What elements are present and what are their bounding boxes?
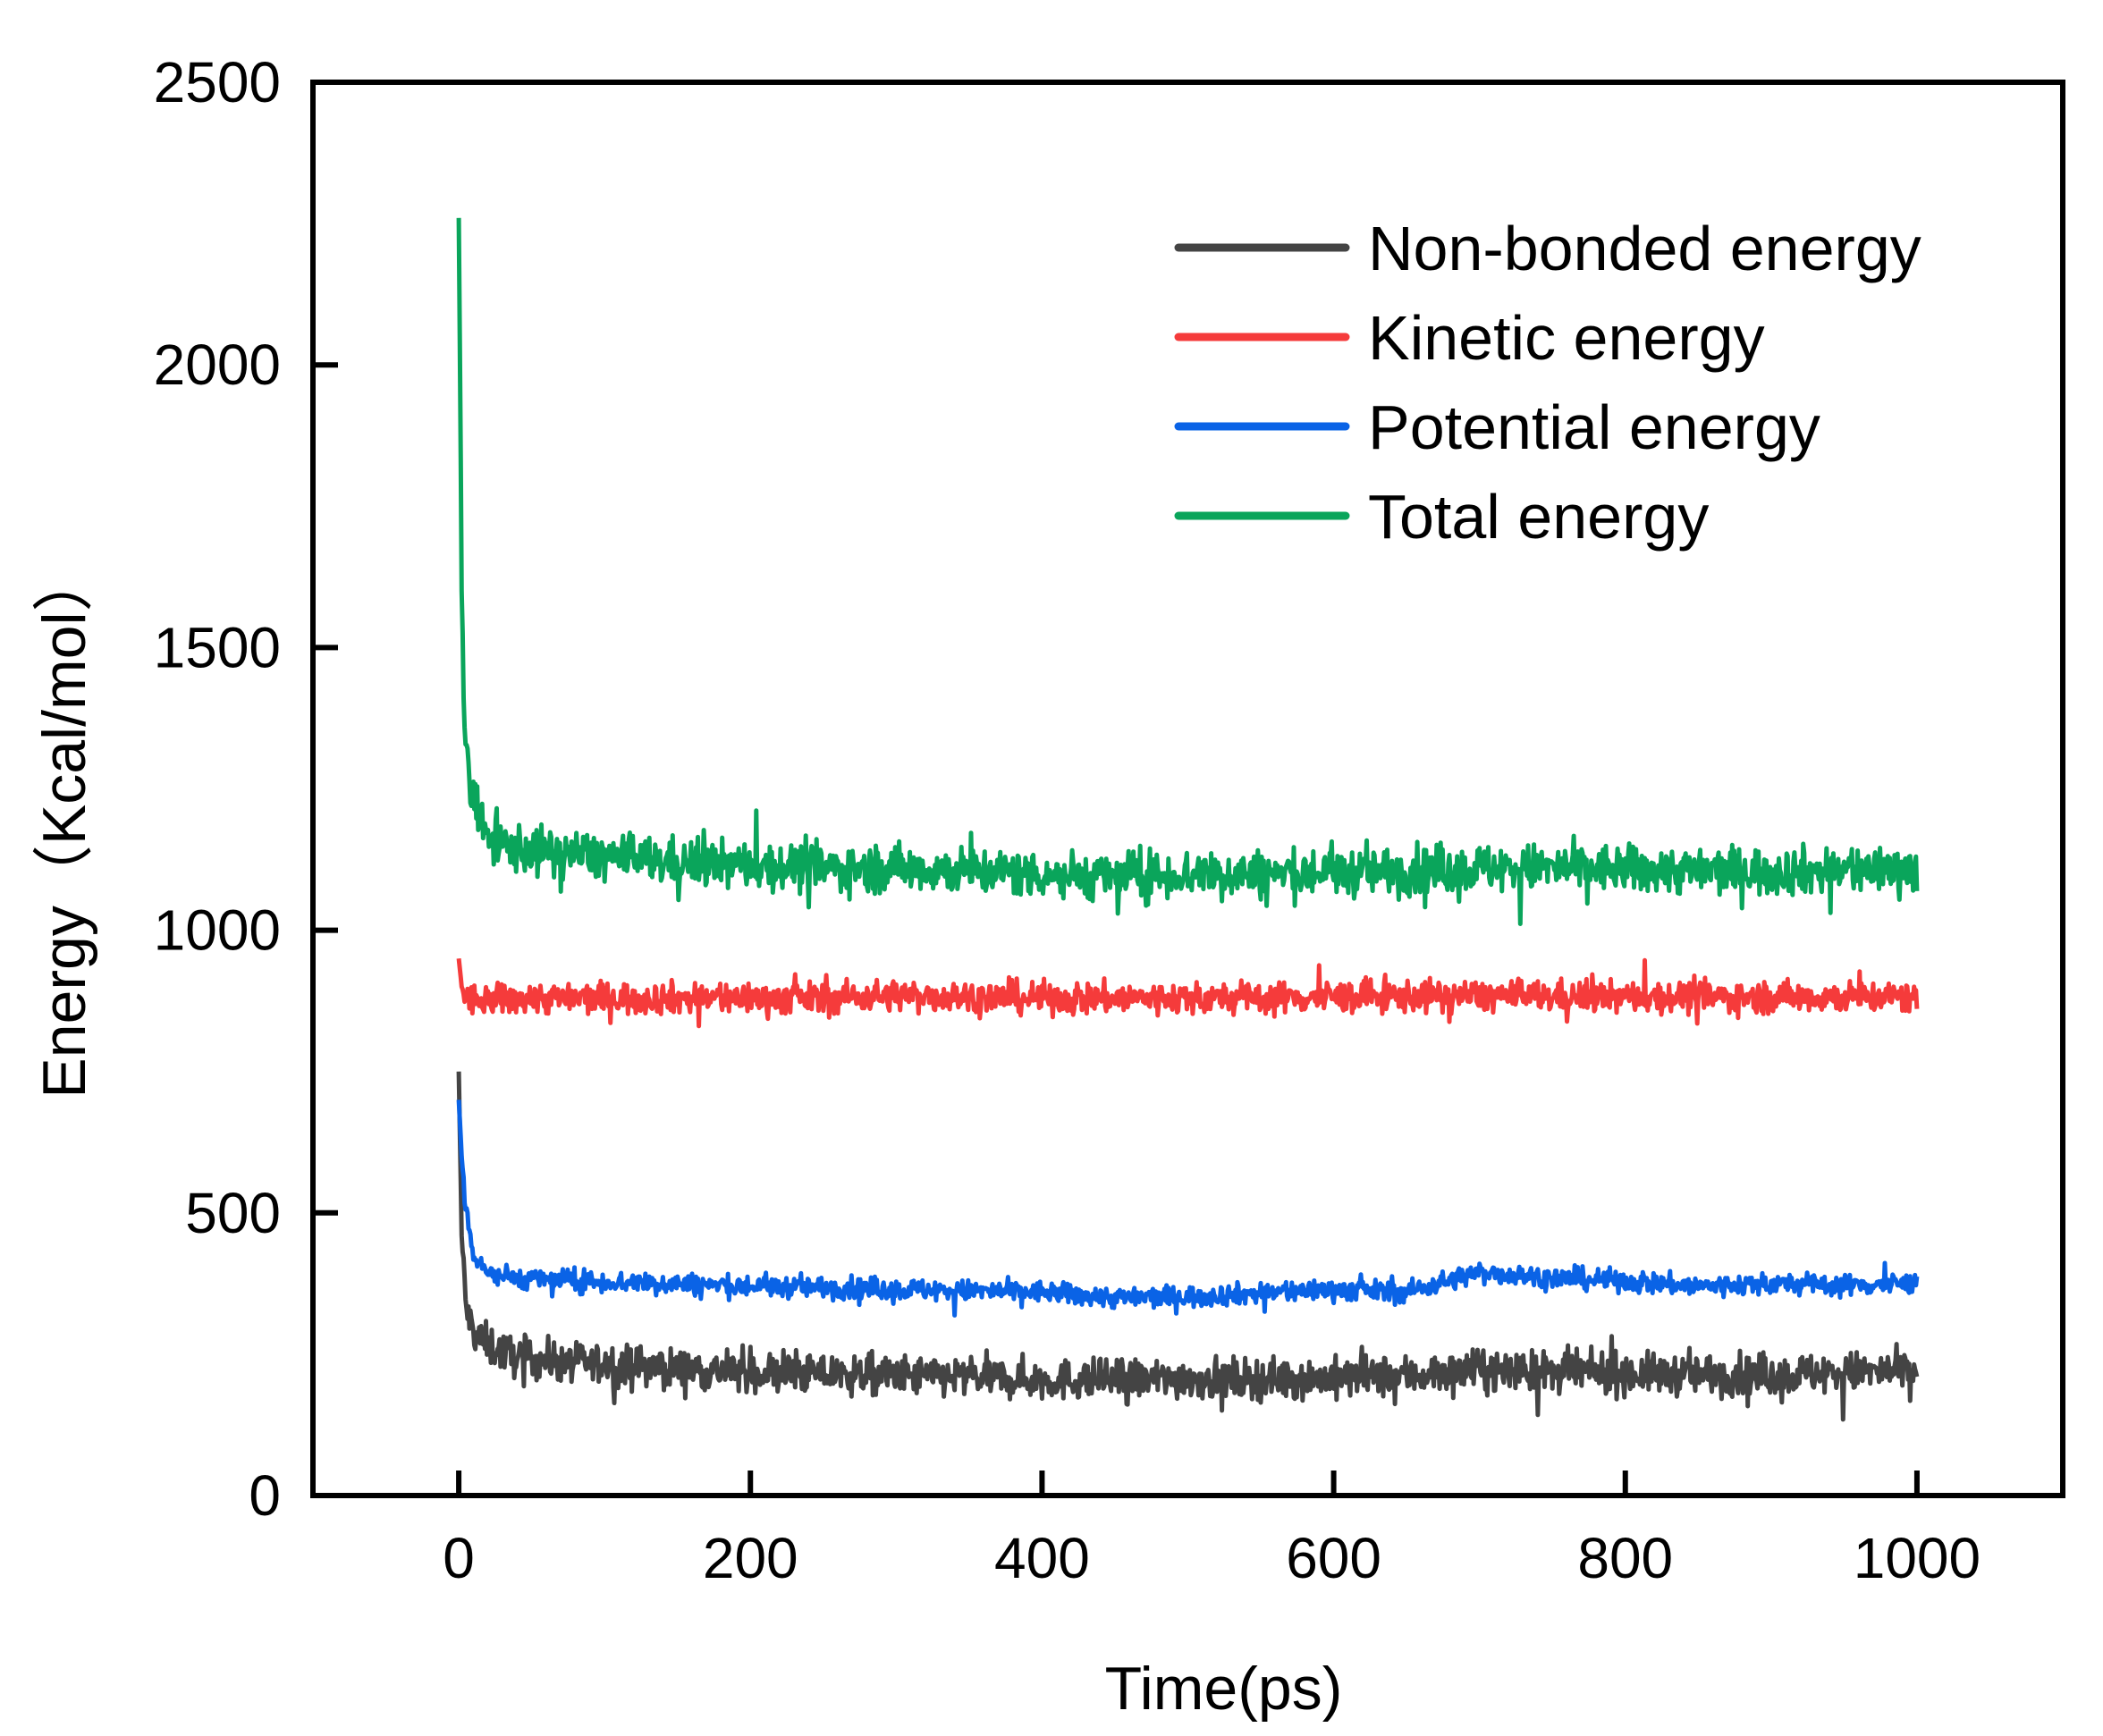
x-axis-ticks: 0 200 400 600 800 1000 xyxy=(443,1471,1981,1590)
series-line-total xyxy=(456,217,1920,926)
y-tick-label: 500 xyxy=(185,1181,281,1245)
x-tick-label: 800 xyxy=(1577,1526,1673,1590)
series-line-kinetic xyxy=(456,957,1920,1029)
x-tick-label: 1000 xyxy=(1854,1526,1981,1590)
legend-label-non-bonded: Non-bonded energy xyxy=(1368,214,1921,283)
legend: Non-bonded energy Kinetic energy Potential… xyxy=(1174,214,1921,552)
legend-label-potential: Potential energy xyxy=(1368,392,1820,462)
series-line-non-bonded xyxy=(456,1071,1920,1422)
legend-label-total: Total energy xyxy=(1368,482,1709,552)
y-tick-label: 2500 xyxy=(154,50,281,114)
y-tick-label: 1500 xyxy=(154,615,281,679)
y-tick-label: 2000 xyxy=(154,333,281,397)
y-axis-title: Energy（Kcal/mol） xyxy=(30,551,98,1098)
y-tick-label: 1000 xyxy=(154,898,281,963)
series-lines xyxy=(456,217,1920,1422)
legend-label-kinetic: Kinetic energy xyxy=(1368,303,1765,373)
x-tick-label: 600 xyxy=(1286,1526,1381,1590)
y-axis-ticks: 0 500 1000 1500 2000 2500 xyxy=(154,50,338,1528)
plot-frame xyxy=(310,80,2065,1498)
series-line-potential xyxy=(456,1100,1920,1318)
y-tick-label: 0 xyxy=(249,1463,281,1528)
x-tick-label: 0 xyxy=(443,1526,475,1590)
x-tick-label: 200 xyxy=(703,1526,798,1590)
x-axis-title: Time(ps) xyxy=(1105,1655,1343,1723)
x-tick-label: 400 xyxy=(994,1526,1090,1590)
